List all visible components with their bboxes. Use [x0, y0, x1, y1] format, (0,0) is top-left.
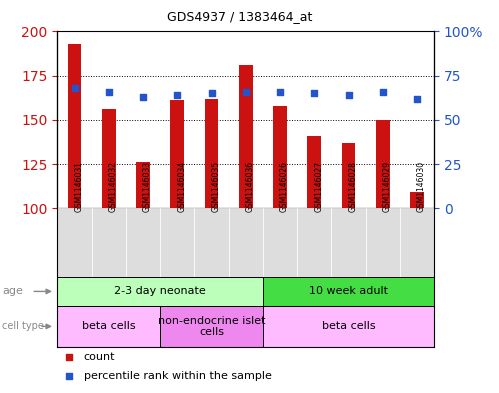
Point: [65, 354, 73, 360]
Bar: [102, 109, 116, 208]
Text: 10 week adult: 10 week adult: [309, 286, 388, 296]
Text: non-endocrine islet
cells: non-endocrine islet cells: [158, 316, 265, 337]
Text: beta cells: beta cells: [322, 321, 375, 331]
Text: 2-3 day neonate: 2-3 day neonate: [114, 286, 206, 296]
Text: percentile rank within the sample: percentile rank within the sample: [84, 371, 271, 382]
Text: GSM1146035: GSM1146035: [212, 161, 221, 212]
Point: [276, 88, 284, 95]
Bar: [263, 208, 297, 277]
Text: age: age: [2, 286, 23, 296]
Text: cell type: cell type: [2, 321, 44, 331]
Bar: [366, 208, 400, 277]
Bar: [68, 44, 81, 208]
Text: GSM1146034: GSM1146034: [177, 161, 186, 212]
Bar: [410, 192, 424, 208]
Bar: [297, 208, 331, 277]
Point: [344, 92, 352, 98]
Text: GSM1146030: GSM1146030: [417, 161, 426, 212]
Text: GSM1146036: GSM1146036: [246, 161, 255, 212]
Bar: [307, 136, 321, 208]
Point: [242, 88, 250, 95]
Bar: [195, 208, 229, 277]
Bar: [331, 208, 366, 277]
Bar: [263, 306, 434, 347]
Bar: [263, 277, 434, 306]
Bar: [92, 208, 126, 277]
Bar: [126, 208, 160, 277]
Bar: [57, 306, 160, 347]
Bar: [342, 143, 355, 208]
Bar: [229, 208, 263, 277]
Text: GSM1146026: GSM1146026: [280, 161, 289, 212]
Point: [173, 92, 181, 98]
Bar: [136, 162, 150, 208]
Bar: [160, 306, 263, 347]
Text: GSM1146028: GSM1146028: [348, 161, 357, 212]
Bar: [160, 208, 195, 277]
Point: [413, 95, 421, 102]
Bar: [273, 106, 287, 208]
Bar: [376, 120, 390, 208]
Bar: [205, 99, 219, 208]
Point: [379, 88, 387, 95]
Point: [105, 88, 113, 95]
Text: count: count: [84, 352, 115, 362]
Text: GSM1146032: GSM1146032: [109, 161, 118, 212]
Point: [139, 94, 147, 100]
Bar: [57, 208, 92, 277]
Text: GSM1146033: GSM1146033: [143, 161, 152, 212]
Bar: [170, 100, 184, 208]
Text: beta cells: beta cells: [82, 321, 136, 331]
Point: [310, 90, 318, 97]
Text: GSM1146029: GSM1146029: [383, 161, 392, 212]
Text: GDS4937 / 1383464_at: GDS4937 / 1383464_at: [167, 10, 312, 23]
Point: [65, 373, 73, 380]
Bar: [239, 65, 252, 208]
Bar: [57, 277, 263, 306]
Text: GSM1146027: GSM1146027: [314, 161, 323, 212]
Point: [70, 85, 78, 91]
Text: GSM1146031: GSM1146031: [74, 161, 83, 212]
Bar: [400, 208, 434, 277]
Point: [208, 90, 216, 97]
